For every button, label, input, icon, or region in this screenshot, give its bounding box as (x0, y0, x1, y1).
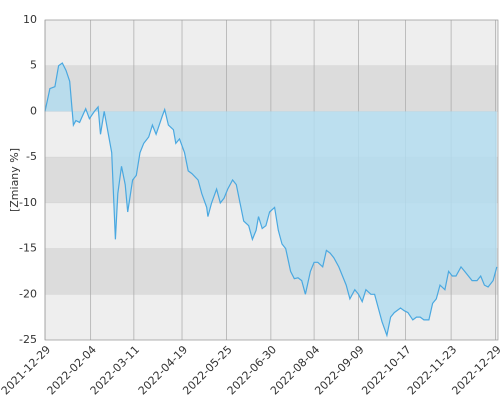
y-tick-label: 10 (23, 13, 37, 26)
y-tick-label: 0 (30, 104, 37, 117)
area-fill (45, 63, 497, 336)
y-tick-label: -10 (19, 196, 37, 209)
band (45, 65, 498, 112)
plot-frame (44, 19, 499, 341)
y-axis-label: [Zmiany %] (8, 148, 21, 212)
y-tick-label: 5 (30, 59, 37, 72)
band (45, 20, 498, 66)
y-tick-label: -20 (19, 287, 37, 300)
y-tick-label: -5 (26, 150, 37, 163)
y-tick-label: -25 (19, 333, 37, 346)
y-tick-label: -15 (19, 242, 37, 255)
line (44, 62, 498, 338)
